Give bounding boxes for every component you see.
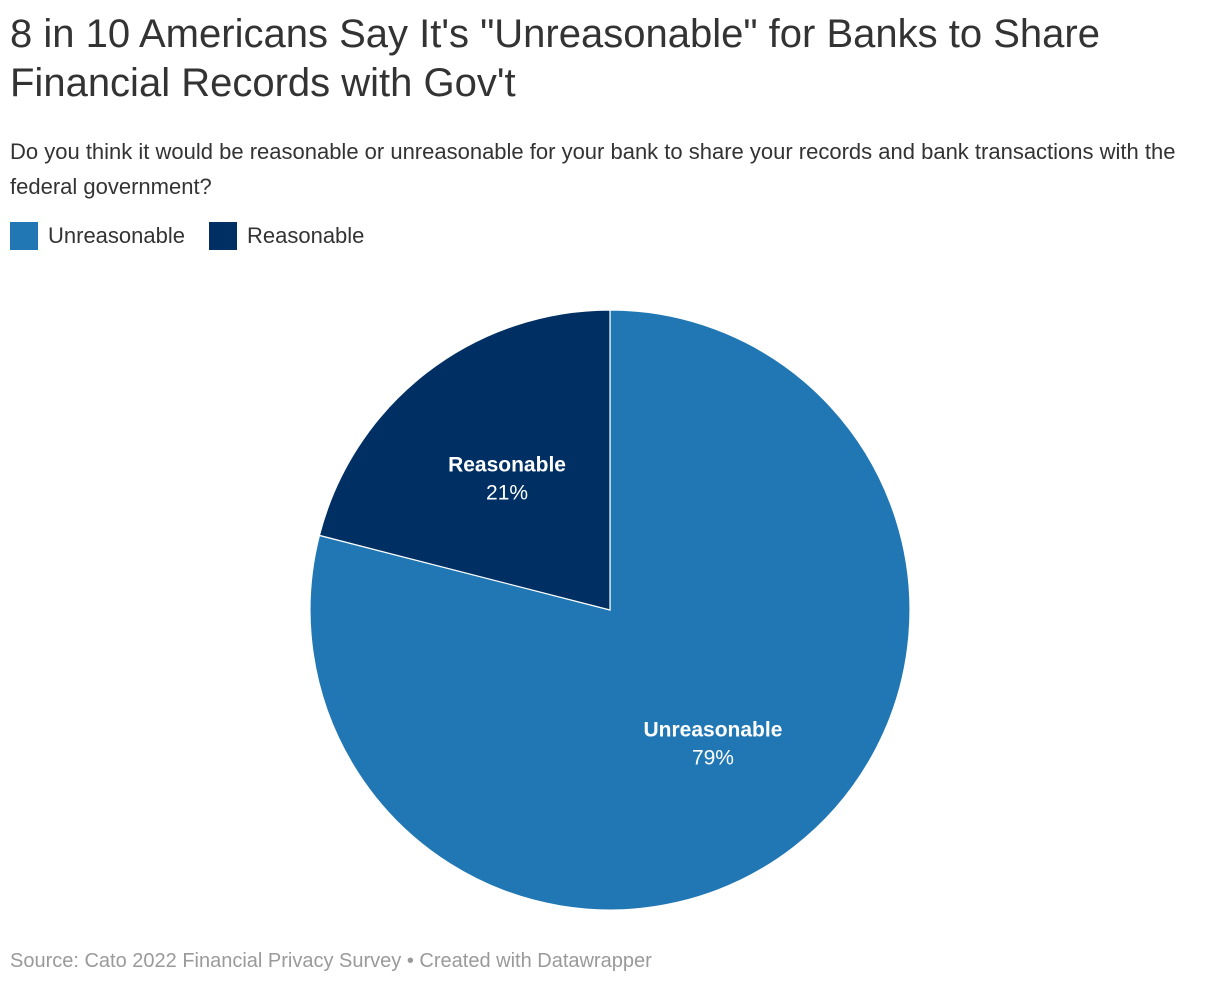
legend-label-reasonable: Reasonable (246, 223, 365, 248)
legend-label-unreasonable: Unreasonable (48, 223, 185, 248)
pie-slice-reasonable (318, 309, 611, 611)
chart-title: 8 in 10 Americans Say It's "Unreasonable… (10, 12, 1100, 105)
chart-subtitle: Do you think it would be reasonable or u… (10, 139, 1176, 199)
slice-value-reasonable: 21% (486, 481, 528, 504)
slice-label-unreasonable: Unreasonable (644, 719, 783, 742)
slice-label-reasonable: Reasonable (448, 453, 566, 476)
source-footer: Source: Cato 2022 Financial Privacy Surv… (10, 950, 652, 972)
legend-swatch-unreasonable (10, 222, 38, 250)
legend-item-reasonable: Reasonable (208, 222, 365, 250)
slice-value-unreasonable: 79% (692, 747, 734, 770)
legend: Unreasonable Reasonable (10, 222, 388, 250)
legend-item-unreasonable: Unreasonable (10, 222, 185, 250)
legend-swatch-reasonable (208, 222, 237, 250)
